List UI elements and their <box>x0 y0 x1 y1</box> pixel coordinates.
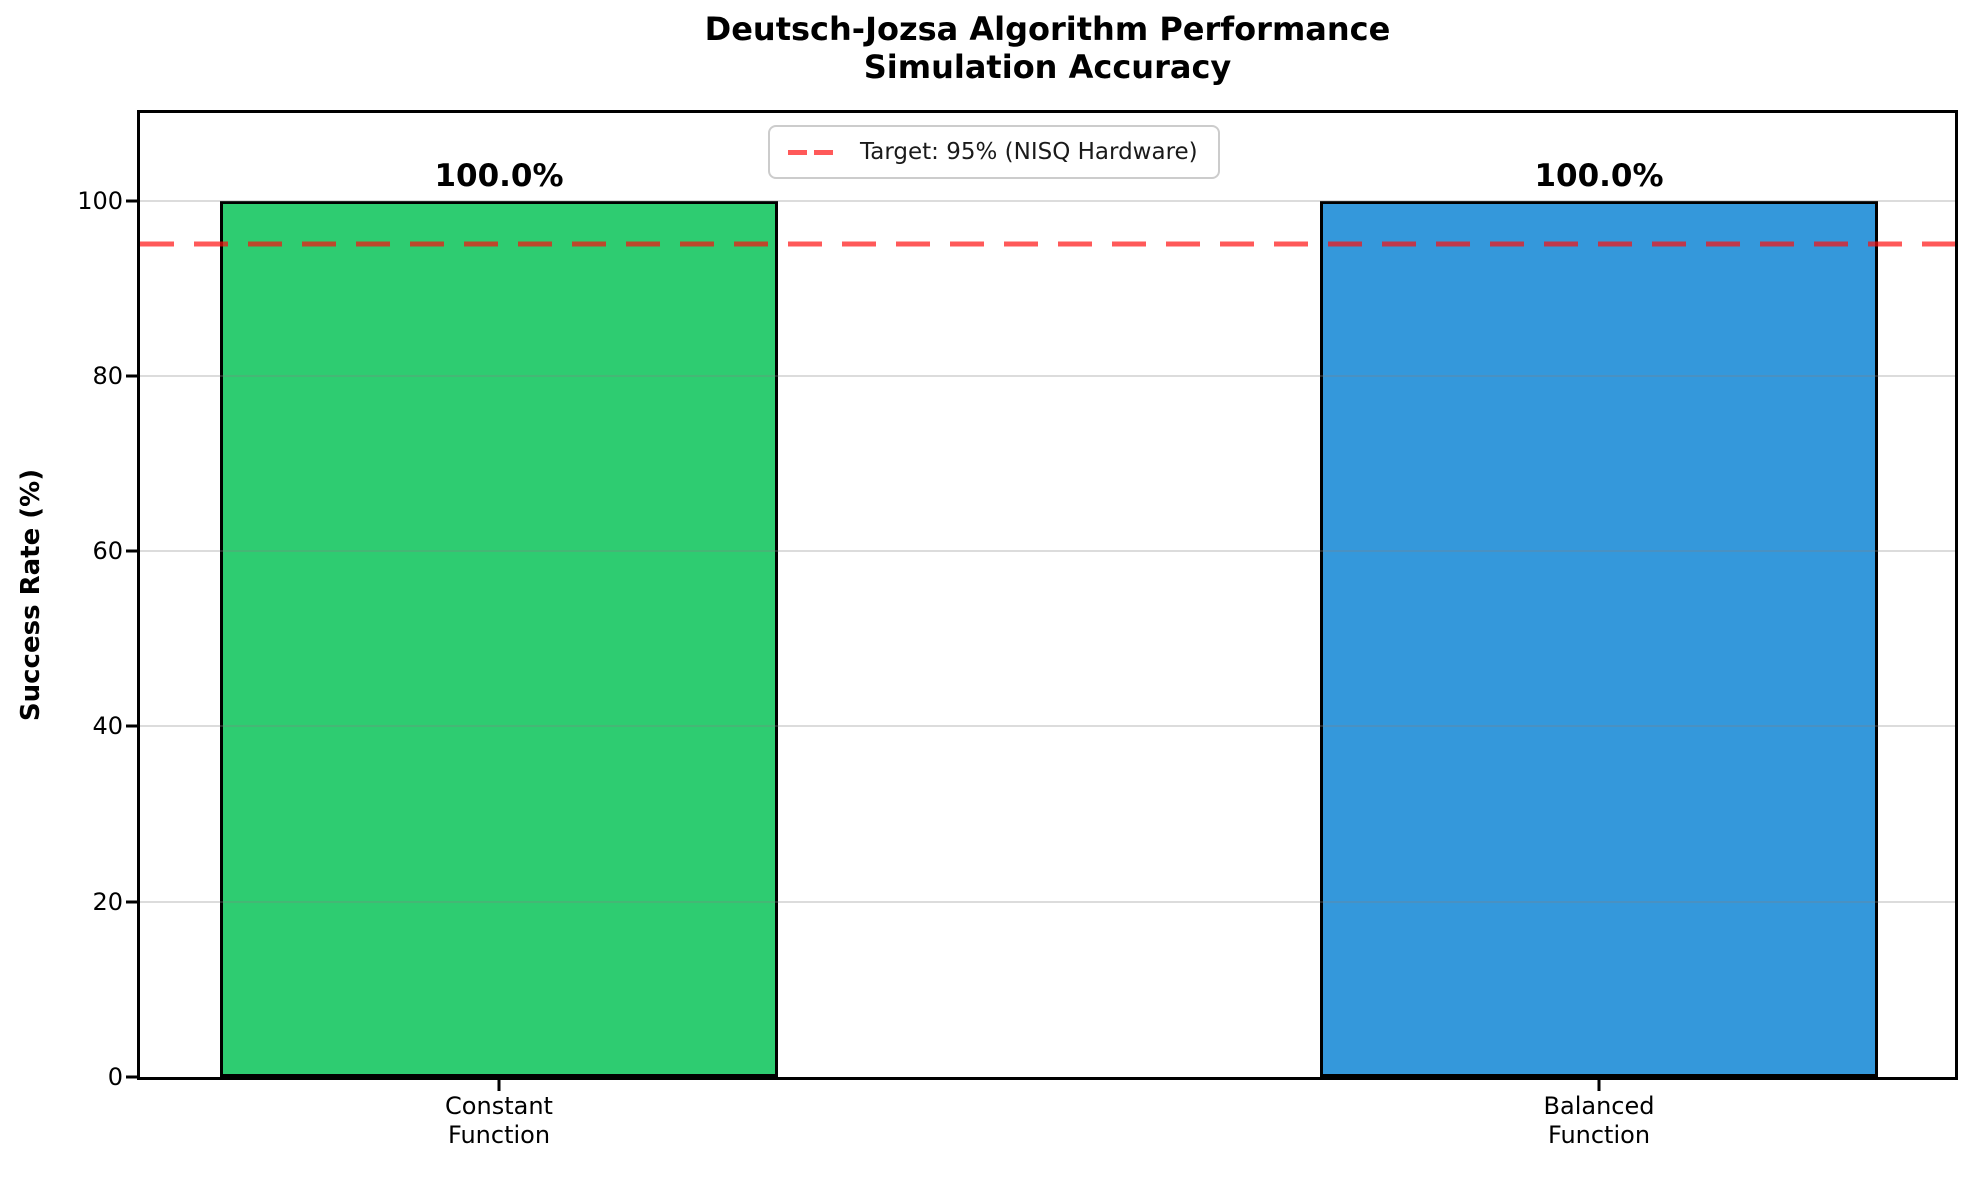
y-tick-mark-40 <box>126 724 137 728</box>
x-tick-label-balanced-line1: Balanced <box>1543 1092 1655 1120</box>
plot-area: 100.0% 100.0% Constant Function Balanced… <box>77 110 1958 1149</box>
bar-value-label-constant: 100.0% <box>434 157 564 194</box>
y-axis-label: Success Rate (%) <box>16 468 46 722</box>
chart-title: Deutsch-Jozsa Algorithm Performance Simu… <box>137 10 1958 86</box>
bar-balanced-function <box>1320 200 1878 1077</box>
chart-title-line1: Deutsch-Jozsa Algorithm Performance <box>704 10 1391 48</box>
x-tick-mark-constant <box>497 1080 501 1091</box>
y-tick-label-0: 0 <box>107 1063 123 1091</box>
y-tick-mark-100 <box>126 199 137 203</box>
y-tick-label-20: 20 <box>92 887 123 916</box>
bar-value-label-balanced: 100.0% <box>1534 157 1664 194</box>
x-tick-mark-balanced <box>1597 1080 1601 1091</box>
x-tick-label-constant-line2: Function <box>447 1121 551 1149</box>
bar-constant-function <box>220 200 778 1077</box>
y-tick-mark-20 <box>126 900 137 904</box>
y-tick-label-60: 60 <box>92 537 123 566</box>
y-tick-mark-80 <box>126 374 137 378</box>
legend: Target: 95% (NISQ Hardware) <box>768 125 1220 179</box>
y-tick-mark-0 <box>126 1075 137 1079</box>
dashed-line-icon <box>788 149 840 155</box>
x-tick-label-constant: Constant Function <box>445 1092 553 1150</box>
y-tick-mark-60 <box>126 549 137 553</box>
y-tick-label-100: 100 <box>77 186 123 215</box>
x-tick-label-balanced: Balanced Function <box>1544 1092 1655 1150</box>
y-tick-label-40: 40 <box>92 712 123 741</box>
y-tick-label-80: 80 <box>92 361 123 390</box>
x-tick-label-balanced-line2: Function <box>1547 1121 1651 1149</box>
x-tick-label-constant-line1: Constant <box>445 1092 553 1120</box>
legend-label: Target: 95% (NISQ Hardware) <box>860 139 1198 165</box>
chart-title-line2: Simulation Accuracy <box>863 48 1232 86</box>
